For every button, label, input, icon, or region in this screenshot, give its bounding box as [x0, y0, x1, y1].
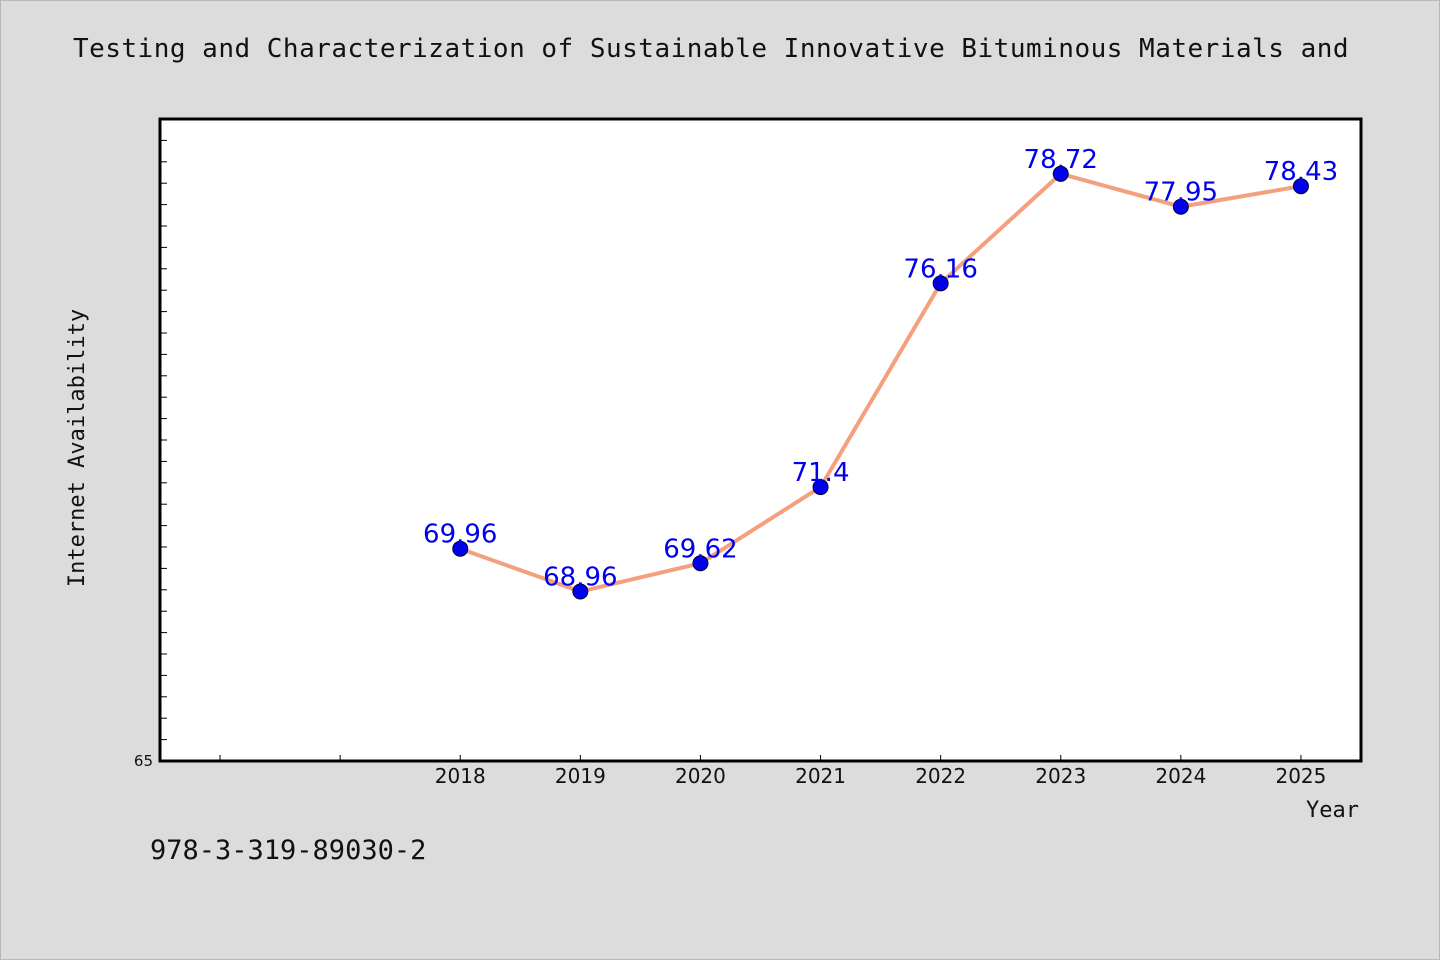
data-label: 76.16	[903, 254, 977, 284]
data-point	[1052, 165, 1069, 182]
plot-area	[158, 117, 1363, 763]
data-point	[572, 583, 589, 600]
x-tick-label: 2021	[795, 764, 846, 788]
x-tick-label: 2024	[1155, 764, 1206, 788]
y-axis-ticks: 65	[134, 139, 167, 770]
data-label: 78.43	[1264, 157, 1338, 187]
data-label: 68.96	[543, 563, 617, 593]
data-point	[932, 275, 949, 292]
y-tick-label: 65	[134, 752, 153, 770]
data-label: 69.62	[663, 534, 737, 564]
x-tick-label: 2022	[915, 764, 966, 788]
x-tick-label: 2025	[1275, 764, 1326, 788]
x-tick-label: 2023	[1035, 764, 1086, 788]
series-markers	[452, 165, 1309, 600]
isbn-text: 978-3-319-89030-2	[150, 835, 427, 866]
data-point	[1292, 178, 1309, 195]
data-point	[692, 555, 709, 572]
chart-title: Testing and Characterization of Sustaina…	[72, 34, 1350, 64]
data-label: 77.95	[1144, 178, 1218, 208]
data-point	[1172, 198, 1189, 215]
data-labels: 69.96 68.96 69.62 71.4 76.16 78.72 77.95 78.43	[423, 145, 1338, 593]
series-line	[459, 171, 1302, 594]
y-axis-label: Internet Availability	[65, 309, 90, 587]
series-line-path	[459, 171, 1302, 594]
x-tick-label: 2018	[435, 764, 486, 788]
data-label: 69.96	[423, 520, 497, 550]
x-axis-label: Year	[1306, 798, 1359, 823]
data-point	[452, 540, 469, 557]
x-axis-ticks: 2018 2019 2020 2021 2022 2023 2024 2025	[219, 755, 1326, 788]
data-point	[812, 479, 829, 496]
data-label: 78.72	[1024, 145, 1098, 175]
data-label: 71.4	[792, 458, 850, 488]
x-tick-label: 2019	[555, 764, 606, 788]
x-tick-label: 2020	[675, 764, 726, 788]
